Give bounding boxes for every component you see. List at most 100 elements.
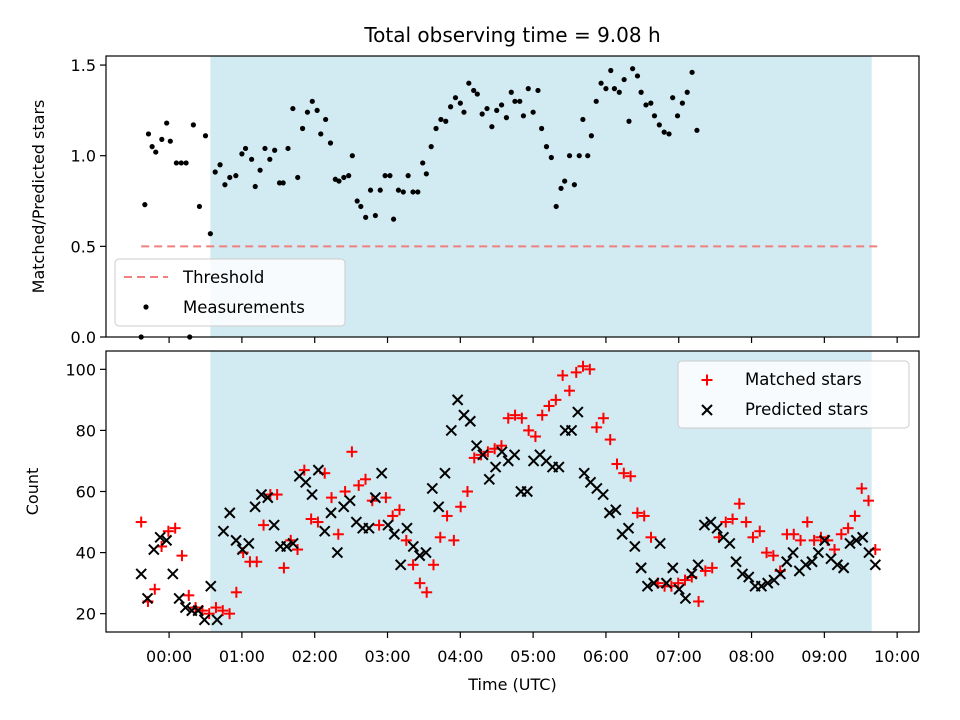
measurement-point — [679, 100, 685, 106]
matched-star-point — [387, 510, 399, 522]
matched-star-point — [795, 534, 807, 546]
predicted-star-point — [850, 534, 863, 547]
predicted-star-point — [306, 488, 318, 501]
matched-star-point — [251, 556, 263, 568]
matched-star-point — [597, 412, 609, 424]
measurement-point — [520, 113, 527, 119]
measurement-point — [651, 113, 658, 119]
measurement-point — [466, 80, 472, 86]
measurement-point — [167, 138, 173, 144]
x-tick-label: 09:00 — [801, 647, 847, 666]
matched-star-point — [380, 492, 392, 504]
matched-star-point — [482, 446, 494, 458]
predicted-star-point — [344, 494, 356, 507]
predicted-star-point — [179, 601, 192, 614]
matched-star-point — [570, 366, 582, 378]
measurement-point — [626, 118, 632, 124]
bottom-y-axis-label: Count — [23, 468, 42, 516]
legend-threshold-label: Threshold — [182, 268, 264, 287]
matched-star-point — [693, 595, 705, 607]
matched-star-point — [706, 562, 718, 574]
matched-star-point — [754, 525, 766, 537]
measurement-point — [517, 98, 523, 104]
measurement-point — [489, 124, 495, 130]
measurement-point — [656, 122, 662, 128]
count-series — [135, 360, 882, 626]
measurement-point — [323, 116, 329, 123]
measurements-series — [138, 66, 700, 340]
predicted-star-point — [781, 556, 793, 568]
measurement-point — [494, 107, 500, 113]
y-tick-label: 40 — [76, 544, 96, 563]
matched-star-point — [414, 577, 426, 589]
measurement-point — [630, 66, 636, 72]
bottom-x-ticks: 00:00 01:00 02:00 03:00 04:00 05:00 06:00 07:00… — [146, 632, 920, 666]
measurement-point — [346, 173, 352, 179]
measurement-point — [405, 173, 411, 179]
measurement-point — [479, 111, 485, 117]
predicted-star-point — [743, 571, 755, 583]
measurement-point — [452, 95, 459, 101]
top-legend: Threshold Measurements — [114, 258, 346, 327]
measurement-point — [498, 102, 505, 108]
matched-star-point — [604, 434, 616, 446]
measurement-point — [382, 173, 388, 179]
predicted-star-point — [325, 507, 337, 519]
matched-star-point — [149, 583, 161, 595]
predicted-star-point — [774, 568, 787, 580]
predicted-star-point — [660, 577, 673, 589]
top-legend-box — [114, 258, 346, 327]
legend-matched-label: Matched stars — [745, 370, 862, 389]
measurement-point — [299, 125, 306, 132]
measurement-point — [196, 203, 203, 210]
measurement-point — [257, 167, 263, 173]
legend-predicted-label: Predicted stars — [745, 400, 868, 419]
matched-star-point — [543, 400, 555, 412]
measurement-point — [145, 131, 152, 137]
y-tick-label: 60 — [76, 483, 96, 502]
matched-star-point — [625, 470, 637, 482]
measurement-point — [377, 187, 383, 193]
predicted-star-point — [610, 504, 622, 516]
predicted-star-point — [432, 501, 445, 513]
legend-measurements-swatch — [143, 304, 149, 310]
x-tick-label: 03:00 — [364, 647, 410, 666]
matched-star-point — [563, 385, 575, 397]
predicted-star-point — [268, 519, 280, 531]
predicted-star-point — [331, 546, 344, 559]
matched-star-point — [699, 565, 711, 577]
measurement-point — [239, 151, 245, 157]
measurement-point — [588, 133, 594, 139]
predicted-star-point — [470, 439, 483, 452]
measurement-point — [484, 105, 490, 112]
measurement-point — [474, 91, 480, 97]
predicted-star-point — [262, 491, 274, 504]
measurement-point — [689, 69, 695, 75]
matched-star-point — [631, 507, 643, 519]
predicted-star-point — [255, 488, 268, 501]
measurement-point — [448, 104, 454, 110]
measurement-point — [553, 203, 559, 210]
measurement-point — [443, 118, 449, 124]
matched-star-point — [210, 602, 222, 614]
measurement-point — [423, 171, 429, 177]
matched-star-point — [135, 516, 147, 528]
matched-star-point — [298, 464, 310, 476]
predicted-star-point — [831, 559, 844, 571]
matched-star-point — [326, 492, 338, 504]
predicted-star-point — [192, 604, 204, 617]
x-tick-label: 07:00 — [656, 647, 702, 666]
measurement-point — [285, 145, 291, 152]
predicted-star-point — [281, 540, 293, 553]
x-tick-label: 02:00 — [292, 647, 338, 666]
matched-star-point — [346, 446, 358, 458]
matched-star-point — [183, 589, 195, 601]
measurement-point — [336, 178, 342, 184]
chart-title: Total observing time = 9.08 h — [363, 23, 660, 47]
measurement-point — [525, 86, 531, 92]
predicted-star-point — [496, 446, 508, 458]
matched-star-point — [176, 550, 188, 562]
measurement-point — [363, 214, 369, 220]
measurement-point — [290, 105, 296, 112]
matched-star-point — [863, 495, 875, 507]
